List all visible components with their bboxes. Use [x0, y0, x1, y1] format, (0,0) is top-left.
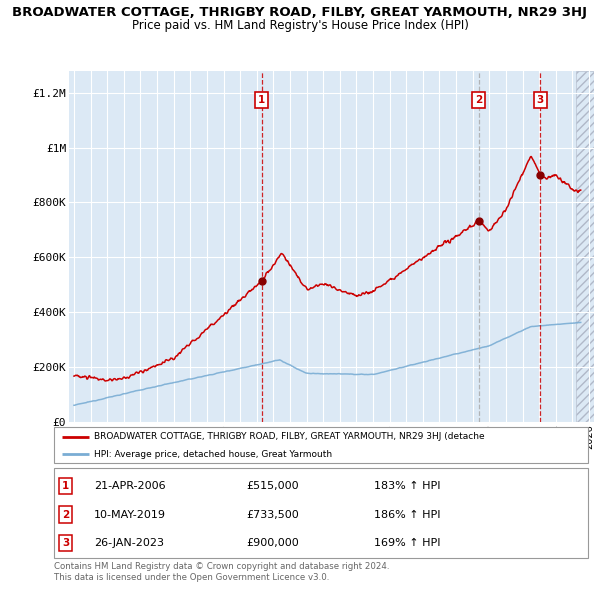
Text: Contains HM Land Registry data © Crown copyright and database right 2024.: Contains HM Land Registry data © Crown c…: [54, 562, 389, 571]
Text: 169% ↑ HPI: 169% ↑ HPI: [374, 538, 441, 548]
Text: BROADWATER COTTAGE, THRIGBY ROAD, FILBY, GREAT YARMOUTH, NR29 3HJ (detache: BROADWATER COTTAGE, THRIGBY ROAD, FILBY,…: [94, 432, 485, 441]
Text: 10-MAY-2019: 10-MAY-2019: [94, 510, 166, 520]
Text: HPI: Average price, detached house, Great Yarmouth: HPI: Average price, detached house, Grea…: [94, 450, 332, 458]
Text: 2: 2: [475, 94, 482, 104]
Text: 1: 1: [62, 481, 70, 491]
Text: 2: 2: [62, 510, 70, 520]
Text: Price paid vs. HM Land Registry's House Price Index (HPI): Price paid vs. HM Land Registry's House …: [131, 19, 469, 32]
FancyBboxPatch shape: [54, 427, 588, 463]
Text: £900,000: £900,000: [246, 538, 299, 548]
Text: 3: 3: [62, 538, 70, 548]
Text: 186% ↑ HPI: 186% ↑ HPI: [374, 510, 441, 520]
Text: This data is licensed under the Open Government Licence v3.0.: This data is licensed under the Open Gov…: [54, 573, 329, 582]
Text: BROADWATER COTTAGE, THRIGBY ROAD, FILBY, GREAT YARMOUTH, NR29 3HJ: BROADWATER COTTAGE, THRIGBY ROAD, FILBY,…: [13, 6, 587, 19]
Text: 3: 3: [537, 94, 544, 104]
Text: 21-APR-2006: 21-APR-2006: [94, 481, 166, 491]
FancyBboxPatch shape: [54, 468, 588, 558]
Text: 26-JAN-2023: 26-JAN-2023: [94, 538, 164, 548]
Bar: [576, 71, 594, 422]
Text: £515,000: £515,000: [246, 481, 299, 491]
Text: 1: 1: [258, 94, 265, 104]
Text: 183% ↑ HPI: 183% ↑ HPI: [374, 481, 441, 491]
Text: £733,500: £733,500: [246, 510, 299, 520]
